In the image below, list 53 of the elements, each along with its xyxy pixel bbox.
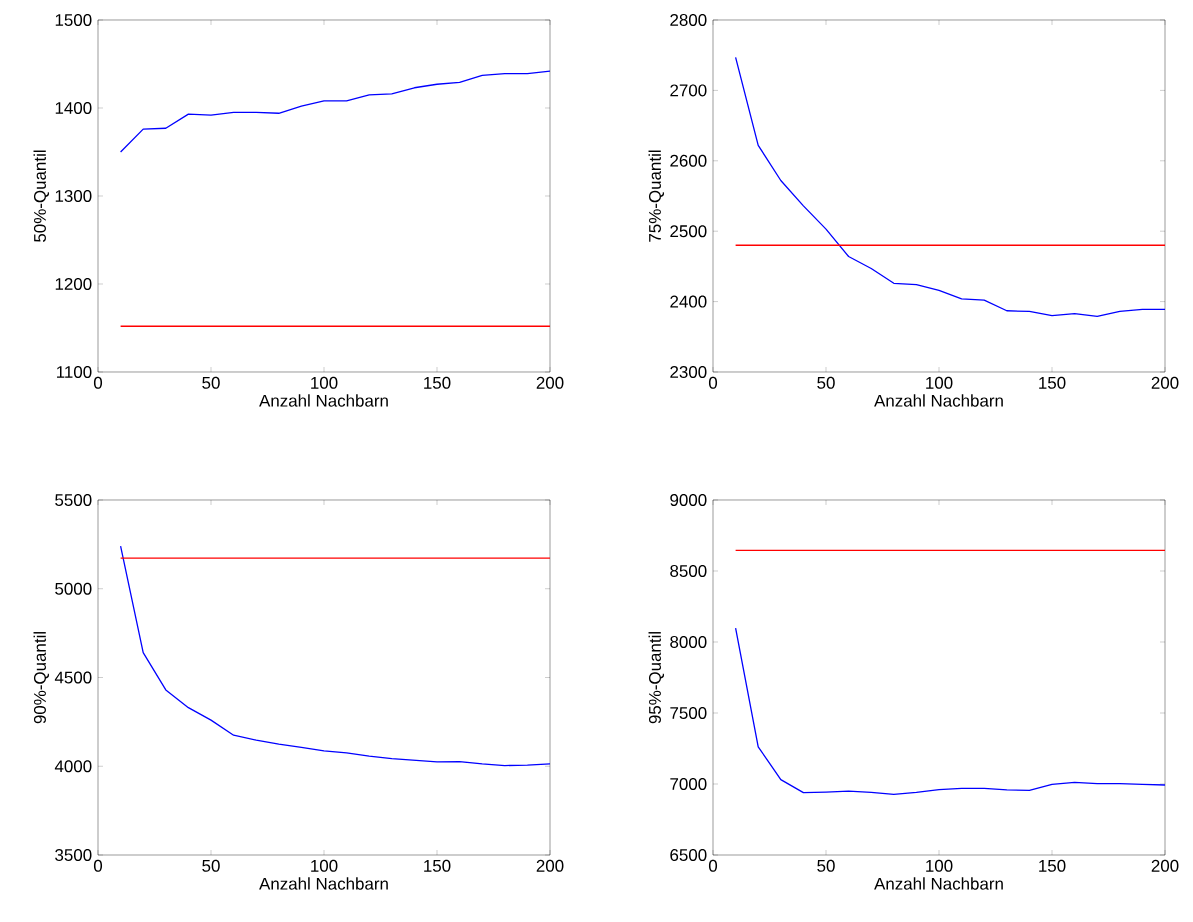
x-axis-title: Anzahl Nachbarn	[874, 877, 1003, 890]
x-tick-label: 100	[311, 859, 338, 872]
y-tick-label: 5000	[55, 582, 92, 595]
line-series	[734, 56, 1166, 318]
y-tick-label: 2600	[670, 154, 707, 167]
y-tick-label: 8000	[670, 636, 707, 648]
x-axis-title: Anzahl Nachbarn	[259, 877, 388, 890]
y-axis-title: 75%-Quantil	[648, 150, 664, 242]
y-tick-label: 2800	[670, 13, 707, 26]
x-tick-label: 50	[202, 859, 220, 872]
x-tick-label: 150	[1039, 859, 1066, 872]
y-tick-label: 1300	[55, 190, 92, 202]
x-axis-title: Anzahl Nachbarn	[259, 394, 388, 407]
y-tick-label: 3500	[55, 849, 92, 861]
x-tick-label: 200	[1151, 376, 1179, 389]
y-tick-label: 4500	[54, 671, 92, 684]
x-tick-label: 150	[424, 859, 451, 872]
x-tick-label: 200	[536, 376, 564, 389]
x-tick-label: 50	[202, 376, 220, 389]
y-tick-label: 1200	[55, 278, 92, 290]
x-tick-label: 200	[1151, 859, 1179, 872]
x-tick-label: 0	[93, 859, 103, 872]
y-tick-label: 5500	[55, 494, 92, 506]
y-tick-label: 9000	[670, 494, 707, 506]
x-tick-label: 0	[93, 376, 103, 389]
x-tick-label: 150	[424, 376, 451, 389]
y-tick-label: 1400	[55, 102, 92, 114]
x-tick-label: 200	[536, 859, 564, 872]
y-tick-label: 7500	[670, 707, 707, 719]
y-tick-label: 8500	[670, 565, 707, 577]
y-axis-title: 50%-Quantil	[33, 150, 49, 242]
y-axis-title: 90%-Quantil	[33, 632, 49, 724]
y-axis-title: 95%-Quantil	[648, 632, 664, 724]
x-tick-label: 0	[708, 859, 718, 872]
y-tick-label: 2700	[670, 84, 707, 97]
y-tick-label: 6500	[670, 849, 707, 861]
x-tick-label: 100	[926, 859, 953, 872]
y-tick-label: 4000	[54, 760, 92, 773]
x-tick-label: 150	[1039, 376, 1066, 389]
x-tick-label: 0	[708, 376, 718, 389]
y-tick-label: 1100	[57, 365, 92, 378]
y-tick-label: 2400	[670, 295, 707, 308]
x-axis-title: Anzahl Nachbarn	[874, 394, 1003, 407]
line-series	[734, 627, 1166, 796]
y-tick-label: 7000	[670, 778, 707, 790]
y-tick-label: 2500	[670, 225, 707, 238]
y-tick-label: 1500	[55, 14, 92, 26]
y-tick-label: 2300	[670, 365, 707, 378]
x-tick-label: 50	[817, 376, 835, 389]
x-tick-label: 100	[311, 376, 338, 389]
line-series	[119, 70, 550, 153]
x-tick-label: 50	[817, 859, 835, 872]
x-tick-label: 100	[926, 376, 953, 389]
